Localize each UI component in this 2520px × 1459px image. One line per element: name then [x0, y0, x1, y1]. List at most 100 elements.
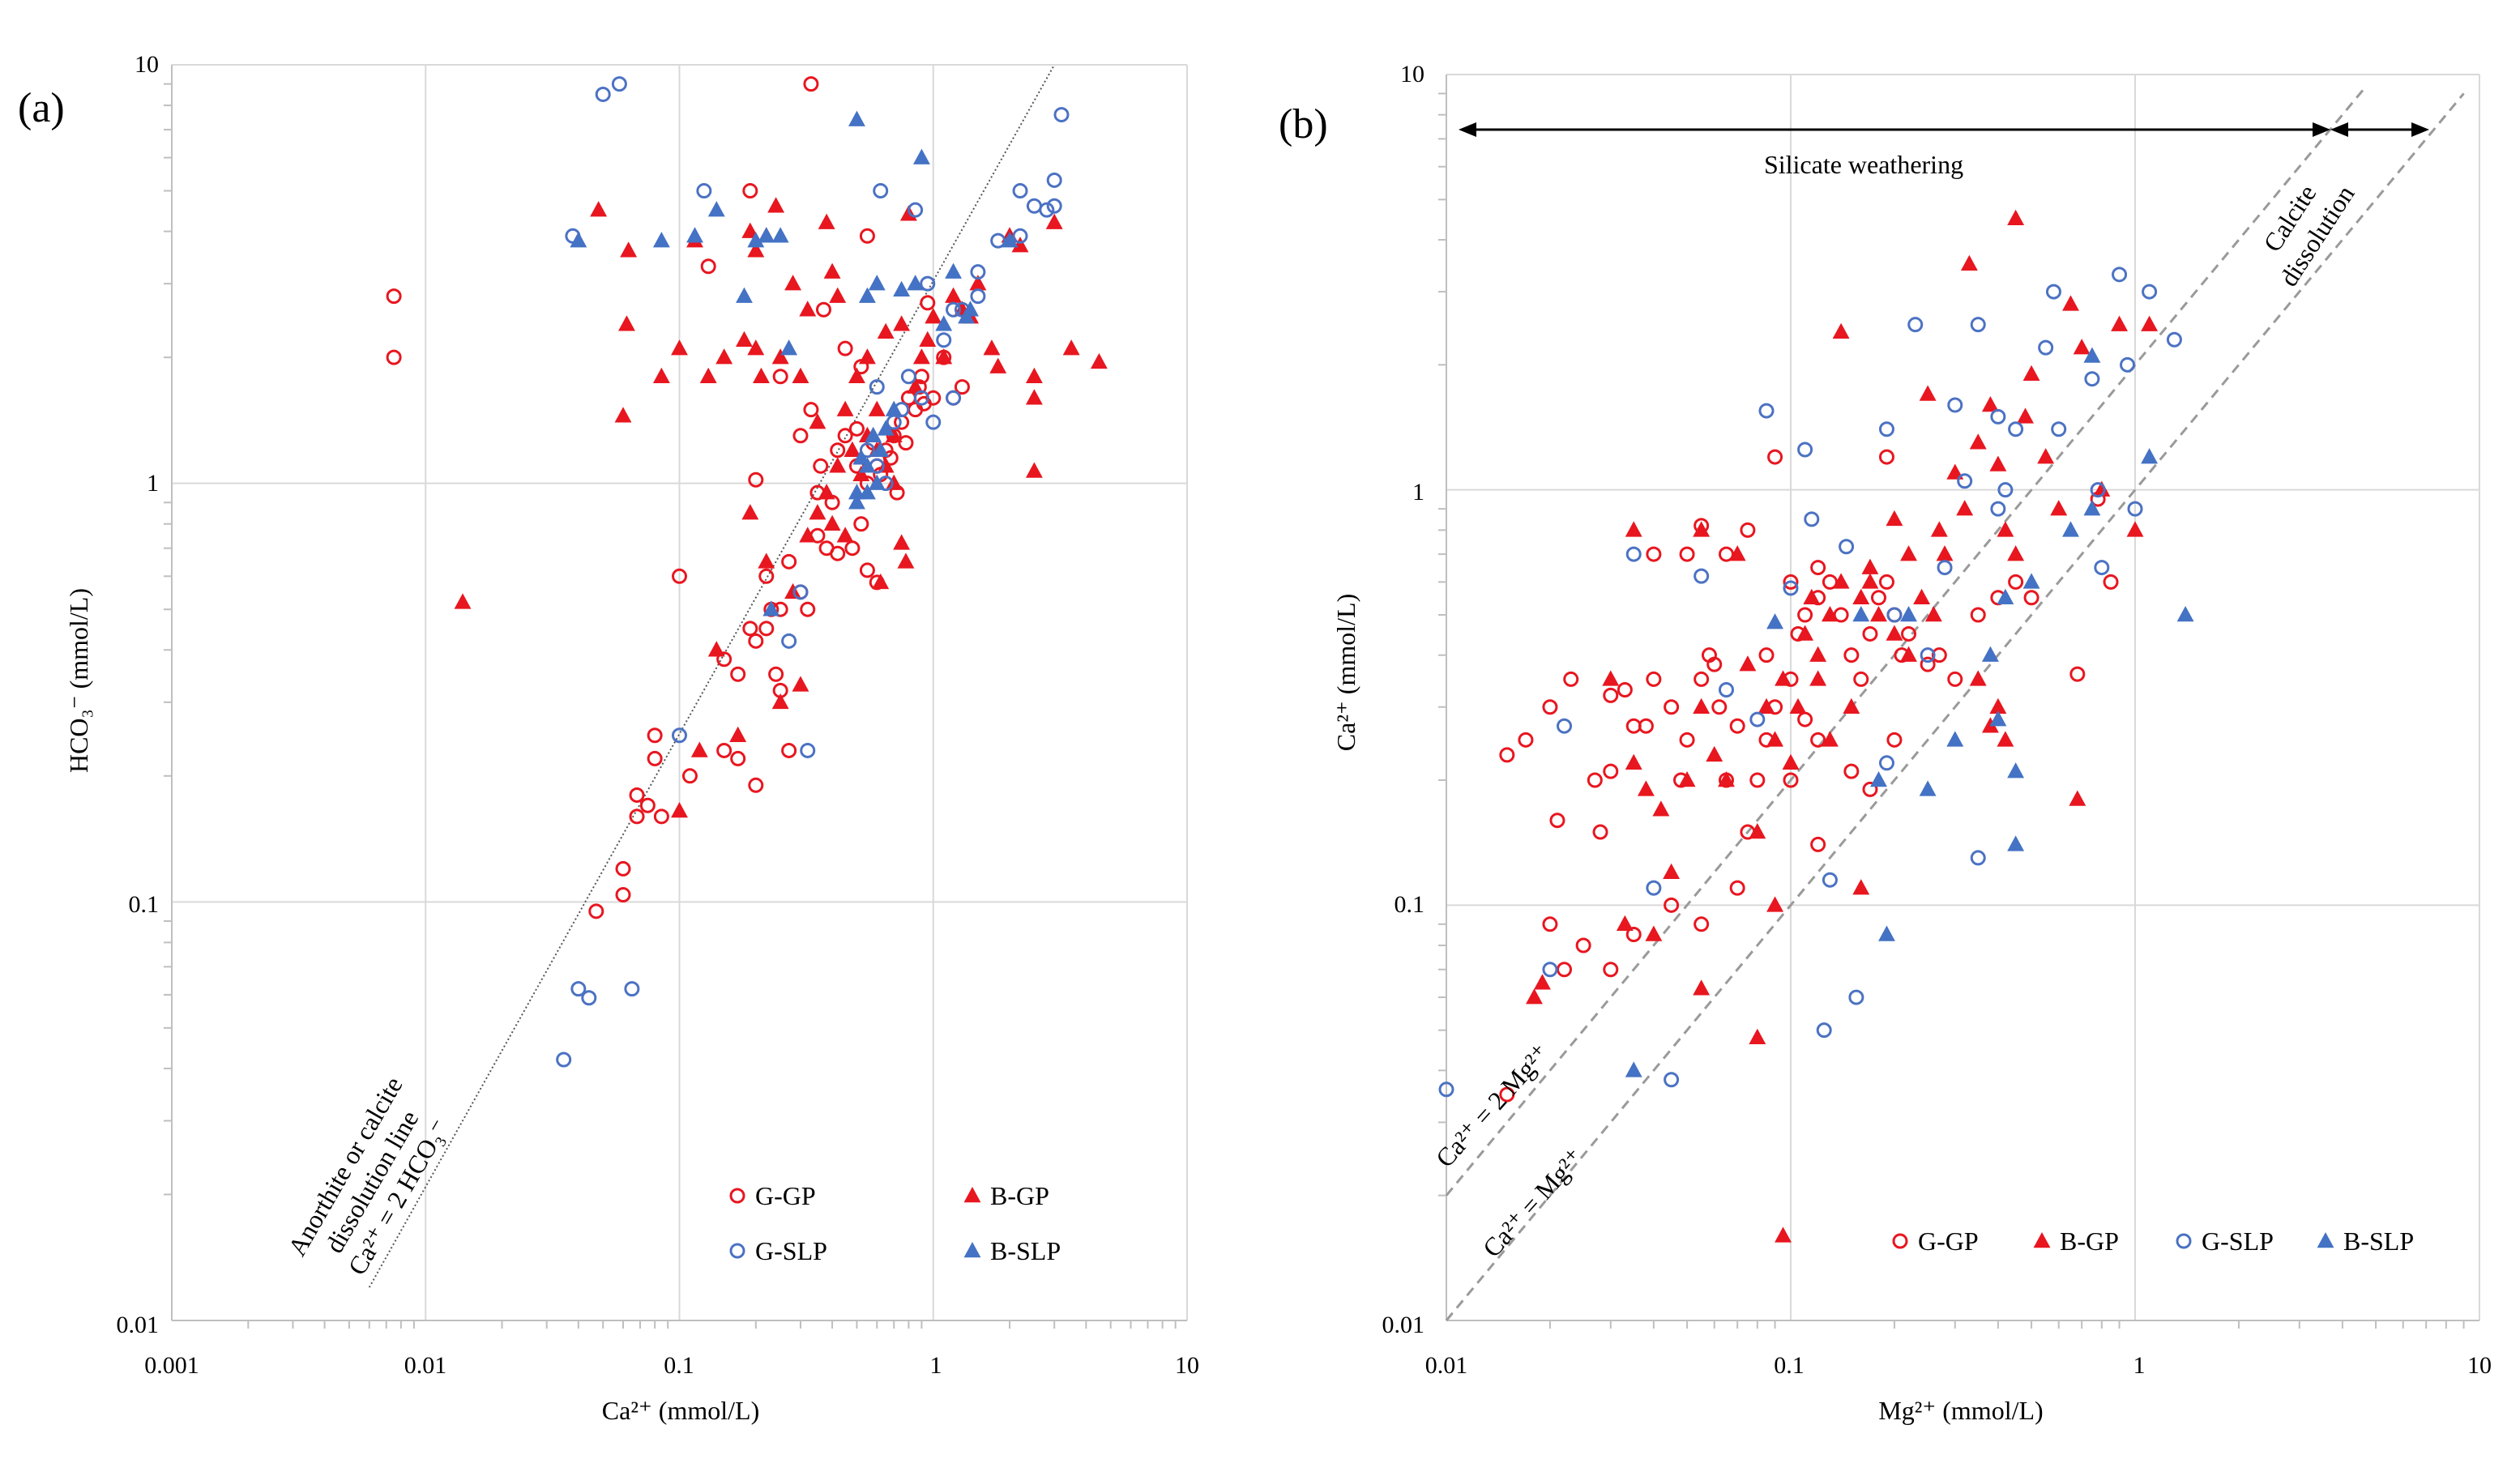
data-point-g-slp	[1970, 317, 1986, 333]
data-point-g-slp	[2051, 421, 2067, 437]
data-point-b-gp	[1526, 988, 1543, 1005]
panel-a-x-axis-label: Ca²⁺ (mmol/L)	[602, 1396, 759, 1425]
data-point-g-slp	[1783, 580, 1799, 596]
data-point-b-gp	[1997, 731, 2014, 747]
data-point-g-slp	[696, 183, 712, 199]
data-point-g-slp	[2142, 284, 2158, 300]
data-point-g-gp	[1711, 699, 1728, 715]
data-point-b-gp	[1861, 558, 1879, 574]
panel-a-x-tick-label: 10	[1175, 1352, 1199, 1379]
data-point-b-slp	[1878, 925, 1895, 941]
silicate-weathering-label: Silicate weathering	[1764, 150, 1963, 179]
data-point-b-gp	[818, 213, 835, 229]
data-point-b-gp	[1749, 823, 1766, 839]
data-point-b-gp	[1693, 698, 1711, 714]
data-point-g-slp	[2094, 560, 2110, 576]
data-point-g-gp	[629, 787, 645, 803]
data-point-g-slp	[1718, 682, 1734, 698]
data-point-b-gp	[771, 348, 789, 365]
data-point-g-gp	[1664, 699, 1680, 715]
data-point-g-slp	[800, 742, 816, 758]
data-point-g-gp	[1810, 732, 1826, 748]
data-point-g-gp	[1518, 732, 1534, 748]
data-point-b-gp	[852, 465, 870, 481]
data-point-b-slp	[1981, 646, 1999, 662]
panel-a-y-tick-label: 10	[135, 51, 159, 78]
panel-b-y-tick-label: 10	[1400, 61, 1424, 87]
data-point-b-gp	[784, 275, 802, 291]
data-point-b-slp	[868, 474, 886, 490]
panel-b-x-tick-label: 10	[2467, 1352, 2492, 1379]
data-point-g-gp	[1729, 880, 1745, 896]
data-point-b-gp	[454, 593, 472, 609]
data-point-g-slp	[946, 301, 962, 318]
data-point-g-gp	[1810, 836, 1826, 852]
data-point-b-slp	[877, 420, 895, 436]
data-point-b-gp	[1011, 237, 1029, 253]
data-point-g-slp	[1625, 546, 1642, 562]
data-point-b-gp	[1025, 462, 1043, 478]
data-point-b-slp	[758, 227, 775, 243]
data-point-g-gp	[803, 76, 819, 92]
panel-b-axes	[1446, 75, 2479, 1321]
data-point-g-gp	[1587, 772, 1603, 788]
data-point-g-gp	[647, 750, 663, 766]
data-point-g-gp	[830, 442, 846, 459]
panel-b-y-tick-label: 0.01	[1382, 1312, 1425, 1338]
data-point-g-gp	[2069, 666, 2086, 682]
data-point-g-gp	[716, 651, 733, 668]
data-point-b-gp	[858, 348, 876, 365]
data-point-b-gp	[2073, 339, 2091, 355]
data-point-g-gp	[742, 621, 758, 637]
data-point-g-gp	[1783, 574, 1799, 590]
data-point-b-slp	[858, 484, 876, 500]
data-point-b-gp	[1969, 670, 1987, 686]
data-point-g-slp	[556, 1052, 572, 1068]
legend-label-g-slp: G-SLP	[755, 1236, 827, 1265]
data-point-g-slp	[1694, 568, 1710, 584]
data-point-b-gp	[989, 357, 1007, 373]
data-point-b-gp	[969, 275, 987, 291]
data-point-b-slp	[868, 275, 886, 291]
panel-a: (a) 0.001 0.01 0.1 1 10 0.01 0.1 1 10 Ca…	[18, 51, 1199, 1425]
data-point-b-gp	[690, 741, 708, 757]
data-point-g-slp	[672, 727, 687, 744]
panel-b-ratio-2-line	[1445, 88, 2364, 1197]
data-point-b-gp	[1886, 625, 1903, 641]
legend-label-g-gp: G-GP	[1918, 1226, 1979, 1256]
legend-marker-b-slp	[2317, 1232, 2334, 1248]
data-point-b-gp	[1809, 646, 1827, 662]
panel-b-x-tick-labels: 0.01 0.1 1 10	[1425, 1352, 2492, 1379]
data-point-b-gp	[1997, 521, 2014, 537]
data-point-b-gp	[2022, 365, 2040, 382]
data-point-b-gp	[2007, 209, 2025, 226]
data-point-b-gp	[1775, 1226, 1792, 1243]
data-point-b-gp	[893, 534, 911, 550]
legend-marker-g-slp	[2176, 1233, 2192, 1249]
data-point-b-gp	[809, 504, 826, 520]
data-point-b-slp	[736, 287, 753, 303]
data-point-g-slp	[2127, 501, 2143, 517]
data-point-g-gp	[1603, 962, 1619, 978]
legend-label-b-gp: B-GP	[990, 1181, 1049, 1210]
data-point-b-slp	[686, 227, 703, 243]
data-point-b-gp	[747, 241, 765, 258]
panel-b-minor-ticks	[1438, 92, 2465, 1329]
data-point-g-gp	[837, 340, 853, 356]
data-point-b-gp	[1766, 731, 1784, 747]
data-point-b-gp	[2050, 500, 2068, 516]
data-point-b-gp	[829, 457, 847, 473]
data-point-g-gp	[1843, 763, 1860, 779]
data-point-b-gp	[2069, 790, 2086, 806]
data-point-g-slp	[1026, 198, 1042, 214]
legend-marker-b-gp	[2033, 1232, 2051, 1248]
data-point-b-gp	[1766, 896, 1784, 912]
silicate-weathering-arrow	[1459, 122, 2330, 137]
data-point-b-gp	[1718, 771, 1735, 787]
data-point-g-gp	[1810, 560, 1826, 576]
data-point-g-gp	[716, 742, 733, 758]
data-point-g-gp	[588, 903, 604, 919]
data-point-b-gp	[707, 641, 725, 657]
data-point-g-slp	[581, 990, 597, 1006]
data-point-g-gp	[781, 742, 797, 758]
